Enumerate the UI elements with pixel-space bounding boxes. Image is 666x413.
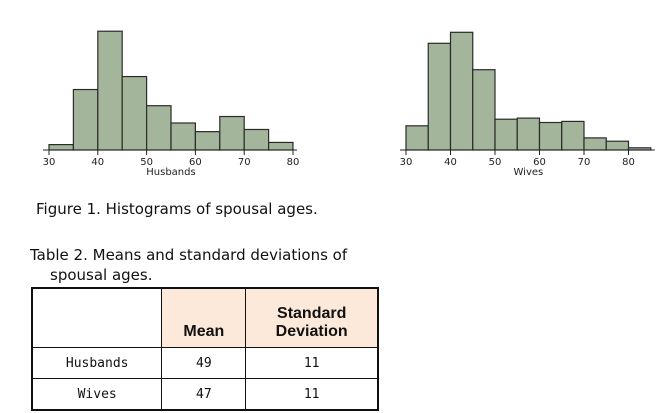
mean-cell: 47: [161, 378, 247, 411]
x-tick-label: 50: [489, 157, 502, 168]
histogram-bar: [72, 88, 99, 151]
histogram-bar: [170, 122, 196, 151]
sd-cell: 11: [245, 347, 379, 379]
histogram-bar: [449, 31, 474, 151]
x-tick-label: 40: [444, 157, 457, 168]
table-caption-line-1: Table 2. Means and standard deviations o…: [30, 246, 348, 264]
x-tick-label: 40: [91, 157, 104, 168]
histogram-bar: [48, 144, 74, 151]
x-tick-label: 60: [533, 157, 546, 168]
histogram-bar: [268, 141, 294, 151]
row-label: Wives: [31, 378, 163, 411]
table-row: Husbands 49 11: [31, 347, 379, 379]
table-caption-line-2: spousal ages.: [50, 266, 153, 284]
histogram-bar: [605, 140, 630, 151]
histogram-bar: [561, 120, 585, 151]
x-tick-label: 50: [140, 157, 153, 168]
header-standard-deviation: Standard Deviation: [245, 287, 379, 348]
header-blank-cell: [31, 287, 163, 348]
x-tick-label: 30: [400, 157, 413, 168]
x-axis-label: Wives: [514, 167, 544, 178]
histogram-bar: [194, 131, 221, 151]
histogram-bar: [516, 117, 541, 151]
histogram-bar: [538, 121, 563, 151]
x-axis-label: Husbands: [146, 167, 195, 178]
table-caption: Table 2. Means and standard deviations o…: [30, 245, 370, 285]
histogram-bar: [219, 115, 245, 151]
histogram-bar: [583, 137, 607, 151]
x-tick-label: 70: [578, 157, 591, 168]
wives-histogram: 30 40 50 60 70 80 Wives: [400, 31, 655, 178]
husbands-histogram: 30 40 50 60 70 80 Husbands: [43, 30, 300, 178]
mean-cell: 49: [161, 347, 247, 379]
x-tick-label: 80: [622, 157, 635, 168]
x-tick-label: 70: [238, 157, 251, 168]
histogram-bar: [121, 75, 148, 151]
table-header-row: Mean Standard Deviation: [31, 287, 379, 348]
histogram-bar: [427, 42, 452, 151]
histogram-bar: [97, 30, 123, 151]
histogram-bar: [243, 128, 270, 151]
x-tick-label: 30: [43, 157, 56, 168]
x-tick-label: 80: [287, 157, 300, 168]
histogram-bar: [146, 105, 172, 151]
histogram-bar: [405, 125, 429, 151]
header-mean: Mean: [161, 287, 247, 348]
sd-cell: 11: [245, 378, 379, 411]
stats-table: Mean Standard Deviation Husbands 49 11 W…: [31, 287, 379, 411]
row-label: Husbands: [31, 347, 163, 379]
histogram-bar: [472, 69, 496, 151]
histogram-bar: [494, 118, 518, 151]
table-row: Wives 47 11: [31, 378, 379, 411]
x-tick-label: 60: [189, 157, 202, 168]
figure-caption: Figure 1. Histograms of spousal ages.: [36, 200, 318, 218]
